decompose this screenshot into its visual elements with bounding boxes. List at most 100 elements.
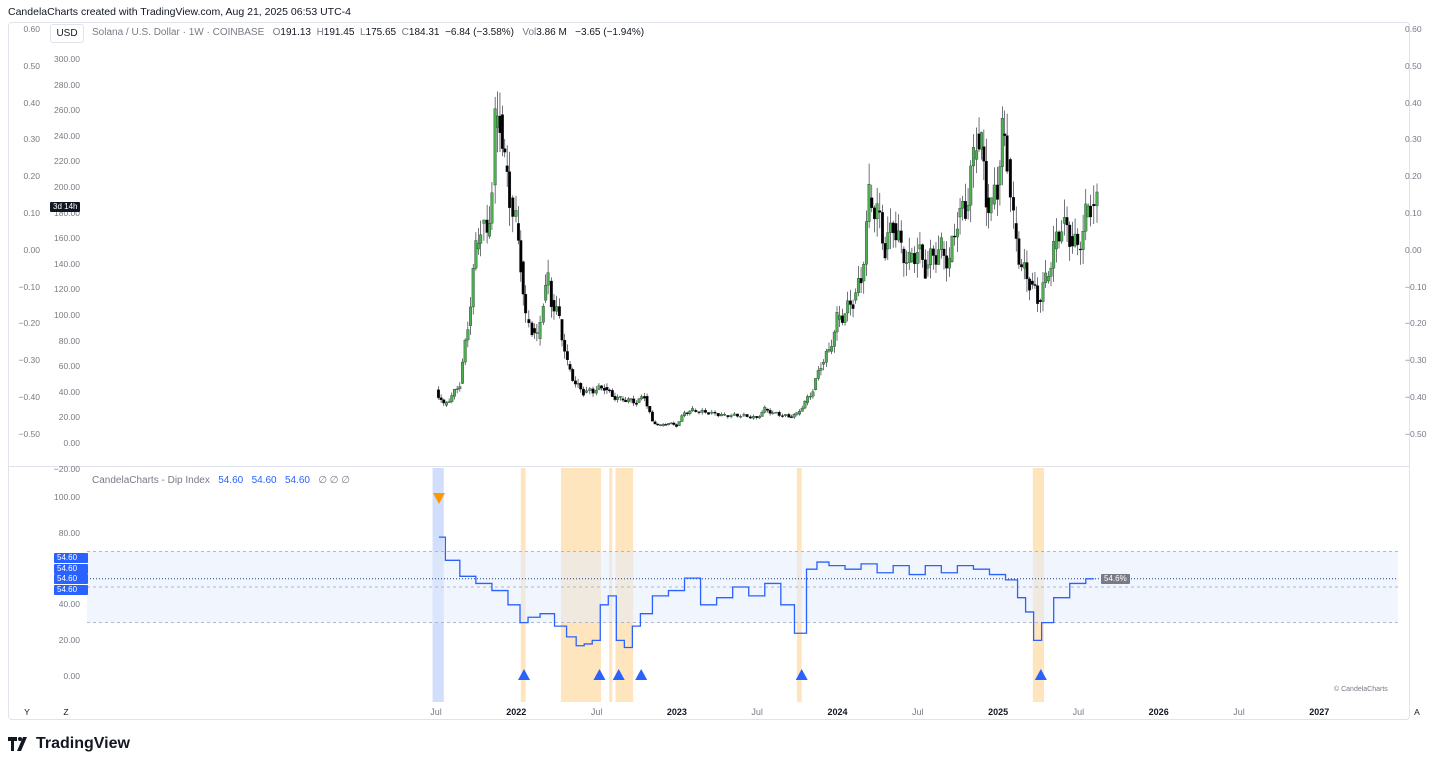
candle-body bbox=[803, 400, 807, 409]
candle-body bbox=[1038, 300, 1042, 302]
candle-body bbox=[745, 414, 749, 417]
candle-body bbox=[899, 230, 903, 243]
volume-change: −3.65 (−1.94%) bbox=[575, 27, 645, 38]
candle-body bbox=[1003, 133, 1007, 136]
overbought-signal-down-icon[interactable] bbox=[432, 493, 445, 504]
candle-body bbox=[591, 388, 595, 394]
candle-body bbox=[883, 243, 887, 259]
candle-body bbox=[488, 223, 491, 237]
right-axis-label: −0.30 bbox=[1405, 355, 1427, 366]
candle-body bbox=[798, 411, 801, 415]
time-axis-label: Jul bbox=[590, 707, 603, 717]
candle-body bbox=[939, 237, 943, 250]
dip-index-line[interactable] bbox=[438, 536, 1094, 649]
low-value: 175.65 bbox=[365, 27, 397, 38]
candle-body bbox=[856, 278, 860, 293]
candle-body bbox=[870, 197, 874, 208]
candle-body bbox=[1068, 224, 1072, 247]
log-scale-button[interactable]: Y bbox=[24, 707, 30, 717]
candle-body bbox=[685, 412, 689, 414]
time-axis-label: Jul bbox=[1233, 707, 1245, 717]
indicator-name[interactable]: CandelaCharts - Dip Index bbox=[92, 475, 210, 486]
time-axis-label: 2023 bbox=[666, 707, 687, 717]
candle-body bbox=[975, 150, 979, 160]
change-value: −6.84 (−3.58%) bbox=[445, 27, 514, 38]
candle-body bbox=[1060, 231, 1064, 242]
candle-body bbox=[806, 396, 810, 403]
currency-button[interactable]: USD bbox=[50, 24, 84, 43]
volume-label: Vol bbox=[522, 27, 537, 38]
right-axis-label: 0.20 bbox=[1405, 171, 1422, 182]
dip-signal-up-icon[interactable] bbox=[612, 669, 625, 680]
left-outer-axis-label: −0.20 bbox=[18, 318, 40, 329]
candle-body bbox=[710, 411, 714, 414]
candle-body bbox=[1052, 241, 1056, 269]
candle-body bbox=[694, 410, 698, 412]
candle-body bbox=[1022, 262, 1026, 269]
time-axis-label: 2024 bbox=[827, 707, 848, 717]
candle-body bbox=[827, 349, 831, 352]
price-axis-label: 40.00 bbox=[58, 386, 80, 397]
candle-body bbox=[552, 300, 556, 312]
candle-body bbox=[608, 389, 612, 392]
candle-body bbox=[757, 416, 761, 419]
left-outer-axis-label: 0.10 bbox=[23, 208, 40, 218]
candle-body bbox=[792, 414, 796, 418]
candle-body bbox=[867, 184, 871, 222]
dip-signal-up-icon[interactable] bbox=[635, 669, 648, 680]
candle-body bbox=[1017, 238, 1021, 265]
left-outer-axis-label: 0.20 bbox=[23, 171, 40, 182]
dip-signal-up-icon[interactable] bbox=[593, 669, 606, 680]
candle-body bbox=[585, 390, 589, 393]
candle-body bbox=[824, 350, 828, 363]
indicator-value-3: 54.60 bbox=[284, 475, 310, 486]
candle-body bbox=[1095, 191, 1099, 207]
candle-body bbox=[947, 258, 951, 269]
candle-body bbox=[1065, 217, 1069, 226]
candle-body bbox=[1046, 276, 1050, 282]
candle-body bbox=[768, 410, 772, 414]
volume-value: 3.86 M bbox=[536, 27, 567, 38]
candle-body bbox=[683, 412, 686, 416]
chart-frame bbox=[8, 22, 1410, 720]
left-outer-axis-label: 0.60 bbox=[23, 24, 40, 34]
candle-body bbox=[1044, 272, 1048, 283]
candle-body bbox=[729, 415, 733, 417]
candle-body bbox=[439, 397, 443, 401]
right-axis-label: 0.30 bbox=[1405, 134, 1422, 145]
candle-body bbox=[1028, 278, 1032, 291]
price-axis-label: 200.00 bbox=[54, 182, 80, 192]
indicator-axis-label: 40.00 bbox=[58, 599, 80, 610]
indicator-legend: CandelaCharts - Dip Index 54.60 54.60 54… bbox=[92, 475, 350, 486]
indicator-value-tag: 54.60 bbox=[54, 553, 88, 563]
candle-body bbox=[1025, 262, 1029, 280]
dip-signal-up-icon[interactable] bbox=[518, 669, 531, 680]
candle-body bbox=[784, 414, 788, 416]
time-axis-label: Jul bbox=[912, 707, 924, 717]
candle-body bbox=[822, 362, 826, 365]
candle-body bbox=[808, 395, 812, 398]
candle-body bbox=[800, 407, 804, 412]
candle-body bbox=[530, 322, 534, 336]
candle-body bbox=[616, 397, 620, 400]
zoom-button[interactable]: Z bbox=[63, 707, 69, 717]
price-axis-label: 160.00 bbox=[54, 233, 80, 244]
na-values: ∅ ∅ ∅ bbox=[318, 475, 351, 486]
candle-body bbox=[790, 416, 793, 418]
indicator-value-1: 54.60 bbox=[218, 475, 244, 486]
candle-body bbox=[811, 391, 815, 397]
candle-body bbox=[549, 280, 553, 308]
symbol-name[interactable]: Solana / U.S. Dollar · 1W · COINBASE bbox=[92, 27, 265, 38]
tradingview-brand: TradingView bbox=[36, 735, 130, 752]
candle-body bbox=[989, 197, 993, 214]
auto-scale-button[interactable]: A bbox=[1414, 707, 1420, 717]
candle-body bbox=[787, 414, 791, 418]
dip-signal-up-icon[interactable] bbox=[795, 669, 808, 680]
pane-divider[interactable] bbox=[8, 466, 1410, 467]
tradingview-logo-icon bbox=[8, 737, 27, 751]
candle-body bbox=[1036, 285, 1040, 304]
candle-body bbox=[442, 399, 446, 404]
candle-body bbox=[923, 259, 927, 279]
dip-signal-up-icon[interactable] bbox=[1034, 669, 1047, 680]
